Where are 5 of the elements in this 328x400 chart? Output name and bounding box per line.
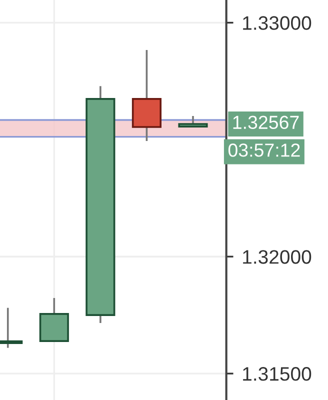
y-tick-label: 1.31500: [243, 367, 312, 381]
text: 1.32567: [233, 116, 299, 130]
y-tick-label: 1.32000: [243, 250, 312, 264]
text: 03:57:12: [228, 144, 300, 157]
y-tick-label: 1.33000: [243, 16, 312, 30]
